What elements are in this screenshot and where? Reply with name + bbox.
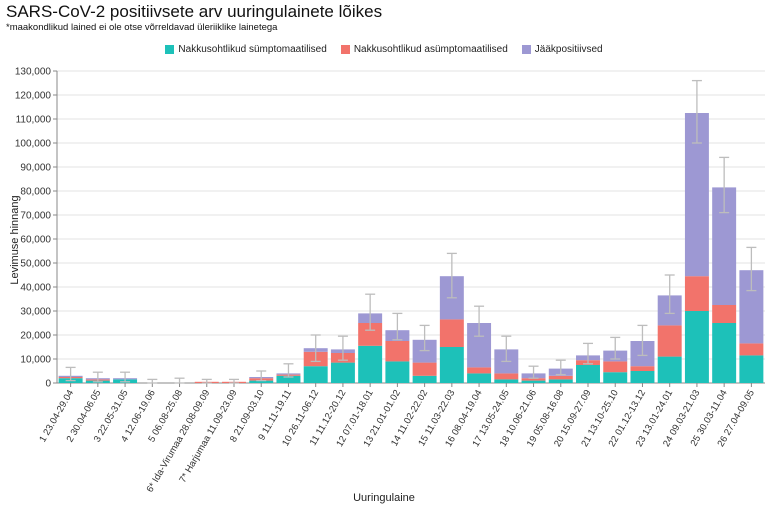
y-tick-label: 120,000 — [15, 91, 52, 102]
bar-segment-asymptomatic — [712, 305, 737, 323]
x-axis-label: Uuringulaine — [353, 492, 415, 504]
legend-label-symptomatic: Nakkusohtlikud sümptomaatilised — [178, 44, 327, 55]
bar-segment-asymptomatic — [739, 343, 764, 356]
legend-item-residual[interactable]: Jääkpositiivsed — [521, 44, 603, 55]
y-tick-label: 80,000 — [20, 187, 51, 198]
bar-segment-asymptomatic — [603, 361, 628, 373]
legend: Nakkusohtlikud sümptomaatilised Nakkusoh… — [0, 44, 768, 55]
bar-segment-symptomatic — [548, 379, 573, 383]
bar-segment-symptomatic — [576, 365, 600, 383]
bar-segment-symptomatic — [439, 347, 464, 383]
bar-segment-symptomatic — [712, 323, 737, 383]
bar-segment-symptomatic — [303, 366, 328, 383]
y-tick-label: 10,000 — [20, 355, 51, 366]
legend-item-symptomatic[interactable]: Nakkusohtlikud sümptomaatilised — [165, 44, 327, 55]
legend-swatch-residual — [521, 45, 531, 54]
legend-item-asymptomatic[interactable]: Nakkusohtlikud asümptomaatilised — [340, 44, 508, 55]
bar-segment-asymptomatic — [630, 366, 655, 371]
legend-label-residual: Jääkpositiivsed — [534, 44, 603, 55]
bar-segment-symptomatic — [276, 375, 301, 383]
bar-segment-asymptomatic — [412, 362, 437, 376]
y-tick-label: 50,000 — [20, 259, 51, 270]
y-tick-label: 30,000 — [20, 307, 51, 318]
y-tick-label: 60,000 — [20, 235, 51, 246]
bar-segment-symptomatic — [385, 361, 410, 383]
bar-segment-asymptomatic — [439, 319, 464, 347]
y-tick-label: 90,000 — [20, 163, 51, 174]
y-tick-label: 100,000 — [15, 139, 52, 150]
y-tick-label: 0 — [45, 379, 51, 390]
bar-segment-residual — [712, 187, 737, 305]
y-tick-label: 40,000 — [20, 283, 51, 294]
bar-segment-symptomatic — [358, 345, 383, 383]
bar-segment-symptomatic — [630, 371, 655, 383]
legend-swatch-asymptomatic — [340, 45, 350, 54]
y-tick-label: 20,000 — [20, 331, 51, 342]
chart-subtitle: *maakondlikud lained ei ole otse võrreld… — [6, 22, 278, 33]
legend-label-asymptomatic: Nakkusohtlikud asümptomaatilised — [353, 44, 508, 55]
bar-segment-asymptomatic — [467, 367, 492, 374]
y-axis-label: Levimuse hinnang — [9, 195, 21, 285]
y-tick-label: 110,000 — [16, 115, 52, 126]
bar-segment-symptomatic — [494, 379, 519, 383]
y-tick-label: 130,000 — [15, 67, 52, 78]
bar-segment-symptomatic — [412, 375, 437, 383]
y-tick-label: 70,000 — [20, 211, 51, 222]
bar-segment-symptomatic — [657, 356, 682, 383]
bar-segment-asymptomatic — [385, 341, 410, 362]
bar-segment-symptomatic — [603, 372, 628, 383]
chart-title: SARS-CoV-2 positiivsete arv uuringulaine… — [6, 2, 383, 21]
legend-swatch-symptomatic — [165, 45, 175, 54]
bar-segment-asymptomatic — [684, 276, 709, 311]
bar-segment-asymptomatic — [358, 323, 383, 346]
bar-segment-asymptomatic — [494, 373, 519, 380]
bar-segment-symptomatic — [249, 380, 274, 383]
bar-segment-residual — [739, 270, 764, 344]
bar-segment-asymptomatic — [521, 378, 546, 381]
bar-segment-symptomatic — [684, 311, 709, 383]
bar-segment-asymptomatic — [657, 325, 682, 357]
bar-segment-residual — [684, 113, 709, 277]
bar-segment-asymptomatic — [548, 375, 573, 380]
bar-segment-symptomatic — [521, 380, 546, 383]
bar-segment-symptomatic — [467, 373, 492, 383]
bar-segment-residual — [467, 323, 492, 368]
bar-segment-symptomatic — [739, 355, 764, 383]
bar-segment-symptomatic — [330, 362, 355, 383]
